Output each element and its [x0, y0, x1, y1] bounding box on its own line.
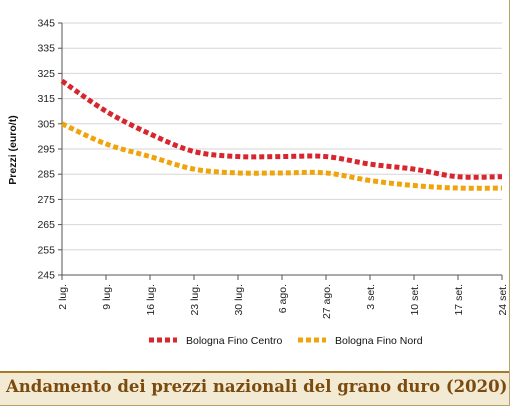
- y-tick-label-275: 275: [37, 194, 55, 206]
- x-tick-label-3: 23 lug.: [189, 284, 201, 316]
- y-tick-label-265: 265: [37, 219, 55, 231]
- chart-title: Andamento dei prezzi nazionali del grano…: [6, 377, 508, 396]
- y-tick-label-345: 345: [37, 18, 55, 30]
- legend: Bologna Fino Centro Bologna Fino Nord: [149, 335, 423, 347]
- y-tick-label-335: 335: [37, 43, 55, 55]
- y-tick-label-255: 255: [37, 244, 55, 256]
- x-tick-label-9: 17 set.: [453, 284, 465, 316]
- x-tick-label-2: 16 lug.: [145, 284, 157, 316]
- axes: [58, 22, 503, 280]
- series-lines: [60, 78, 503, 191]
- line-chart: 245 255 265 275 285 295 305 315 325 335 345 2 lug.…: [7, 18, 509, 348]
- caption-bar: Andamento dei prezzi nazionali del grano…: [0, 371, 509, 405]
- x-tick-label-1: 9 lug.: [101, 284, 113, 310]
- x-tick-label-0: 2 lug.: [57, 284, 69, 310]
- series-line-bologna-fino-centro: [60, 78, 503, 180]
- series-line-bologna-fino-nord: [60, 121, 503, 191]
- y-tick-label-315: 315: [37, 93, 55, 105]
- x-tick-label-7: 3 set.: [365, 284, 377, 310]
- x-tick-label-4: 30 lug.: [233, 284, 245, 316]
- x-tick-label-10: 24 set.: [497, 284, 509, 316]
- y-tick-label-325: 325: [37, 68, 55, 80]
- x-tick-label-8: 10 set.: [409, 284, 421, 316]
- y-axis-title: Prezzi (euro/t): [7, 115, 19, 184]
- legend-label-bologna-fino-nord: Bologna Fino Nord: [335, 335, 423, 347]
- x-tick-label-5: 6 ago.: [277, 284, 289, 313]
- x-tick-labels: 2 lug. 9 lug. 16 lug. 23 lug. 30 lug. 6 ago. 2…: [57, 284, 509, 319]
- y-tick-labels: 245 255 265 275 285 295 305 315 325 335 345: [37, 18, 55, 282]
- y-tick-label-295: 295: [37, 144, 55, 156]
- legend-label-bologna-fino-centro: Bologna Fino Centro: [186, 335, 282, 347]
- y-tick-label-245: 245: [37, 270, 55, 282]
- y-tick-label-305: 305: [37, 118, 55, 130]
- x-tick-label-6: 27 ago.: [321, 284, 333, 319]
- y-tick-label-285: 285: [37, 169, 55, 181]
- grid-lines: [62, 22, 502, 251]
